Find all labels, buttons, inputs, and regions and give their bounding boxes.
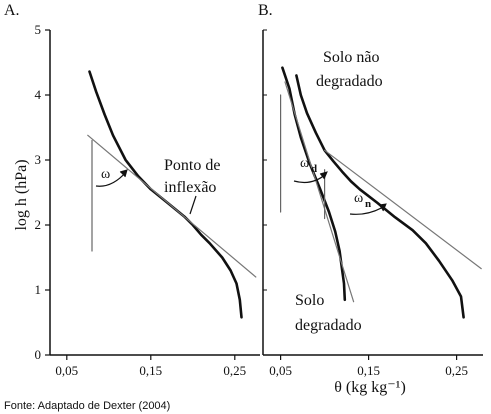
omega-subscript-n: n [365,198,371,210]
panel-b-x-ticks: 0,05 0,15 0,25 [269,355,468,378]
panel-a-label: A. [4,2,20,19]
omega-arrow-a [119,169,128,178]
annotation-degradado-top: degradado [316,73,383,90]
panel-b: B. 0,05 0,15 0,25 Solo não degradado ω d ω… [258,2,483,396]
panel-a-series [87,70,257,319]
annotation-inflexao: inflexão [164,179,216,196]
omega-subscript-d: d [311,163,317,175]
series-tangent-at-inflection [87,134,257,278]
x-tick-label: 0,15 [357,363,380,378]
x-axis-label: θ (kg kg⁻¹) [334,379,406,396]
omega-label-n: ω [354,191,363,206]
panel-a-x-ticks: 0,05 0,15 0,25 [55,355,246,378]
source-caption: Fonte: Adaptado de Dexter (2004) [4,400,170,412]
x-tick-label: 0,15 [139,363,162,378]
x-tick-label: 0,05 [269,363,292,378]
y-tick-label: 3 [35,152,42,167]
panel-a-frame [49,30,260,356]
annotation-degradado-bottom: degradado [295,317,362,334]
series-tangent-nao-degradado [324,149,482,270]
y-tick-label: 0 [35,347,42,362]
omega-label-a: ω [101,167,110,182]
y-tick-label: 5 [35,22,42,37]
omega-arrow-d [319,171,328,180]
y-tick-label: 2 [35,217,42,232]
y-axis-label: log h (hPa) [13,159,30,230]
panel-b-series [280,66,482,319]
annotation-ponto-de: Ponto de [164,157,220,174]
y-tick-label: 1 [35,282,42,297]
y-tick-label: 4 [35,87,42,102]
x-tick-label: 0,25 [223,363,246,378]
panel-b-label: B. [258,2,273,19]
panel-b-frame [262,29,483,356]
x-tick-label: 0,05 [55,363,78,378]
panel-a-y-ticks: 0 1 2 3 4 5 [35,22,50,362]
x-tick-label: 0,25 [445,363,468,378]
omega-arrow-n [378,203,387,212]
inflection-pointer [189,195,197,215]
series-solo-nao-degradado [295,74,465,319]
annotation-solo: Solo [295,292,324,309]
omega-label-d: ω [300,156,309,171]
annotation-solo-nao: Solo não [323,49,379,66]
series-tangent-degradado [284,81,355,303]
panel-a: A. 0 1 2 3 4 5 0,05 0,15 0,25 log h (hPa) ω Pon… [4,2,260,378]
